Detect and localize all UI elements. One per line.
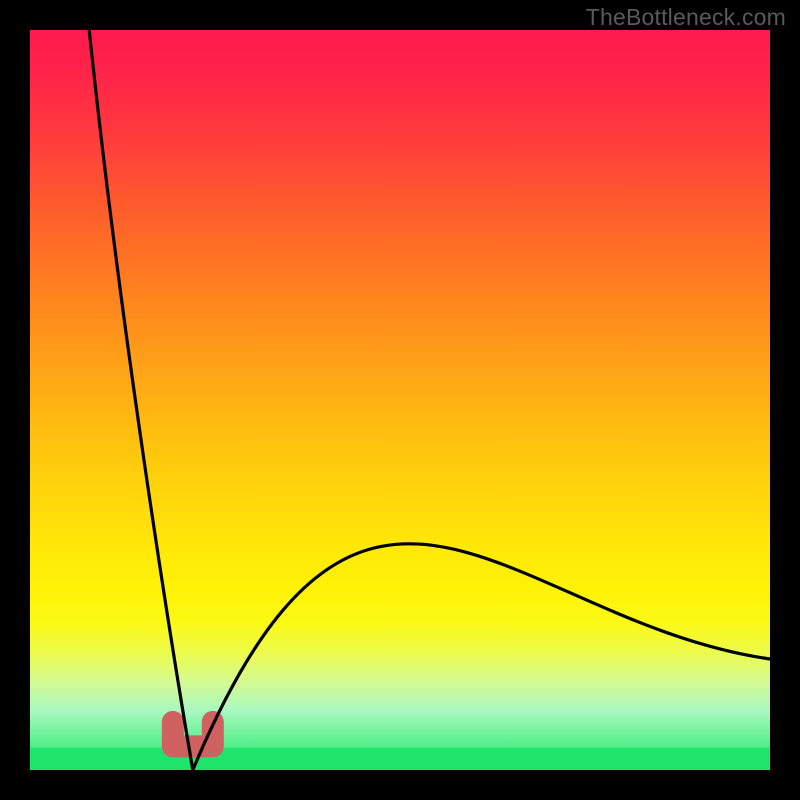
bottleneck-chart (0, 0, 800, 800)
watermark-text: TheBottleneck.com (586, 4, 786, 31)
chart-gradient-background (30, 30, 770, 770)
chart-baseline-strip (30, 748, 770, 770)
